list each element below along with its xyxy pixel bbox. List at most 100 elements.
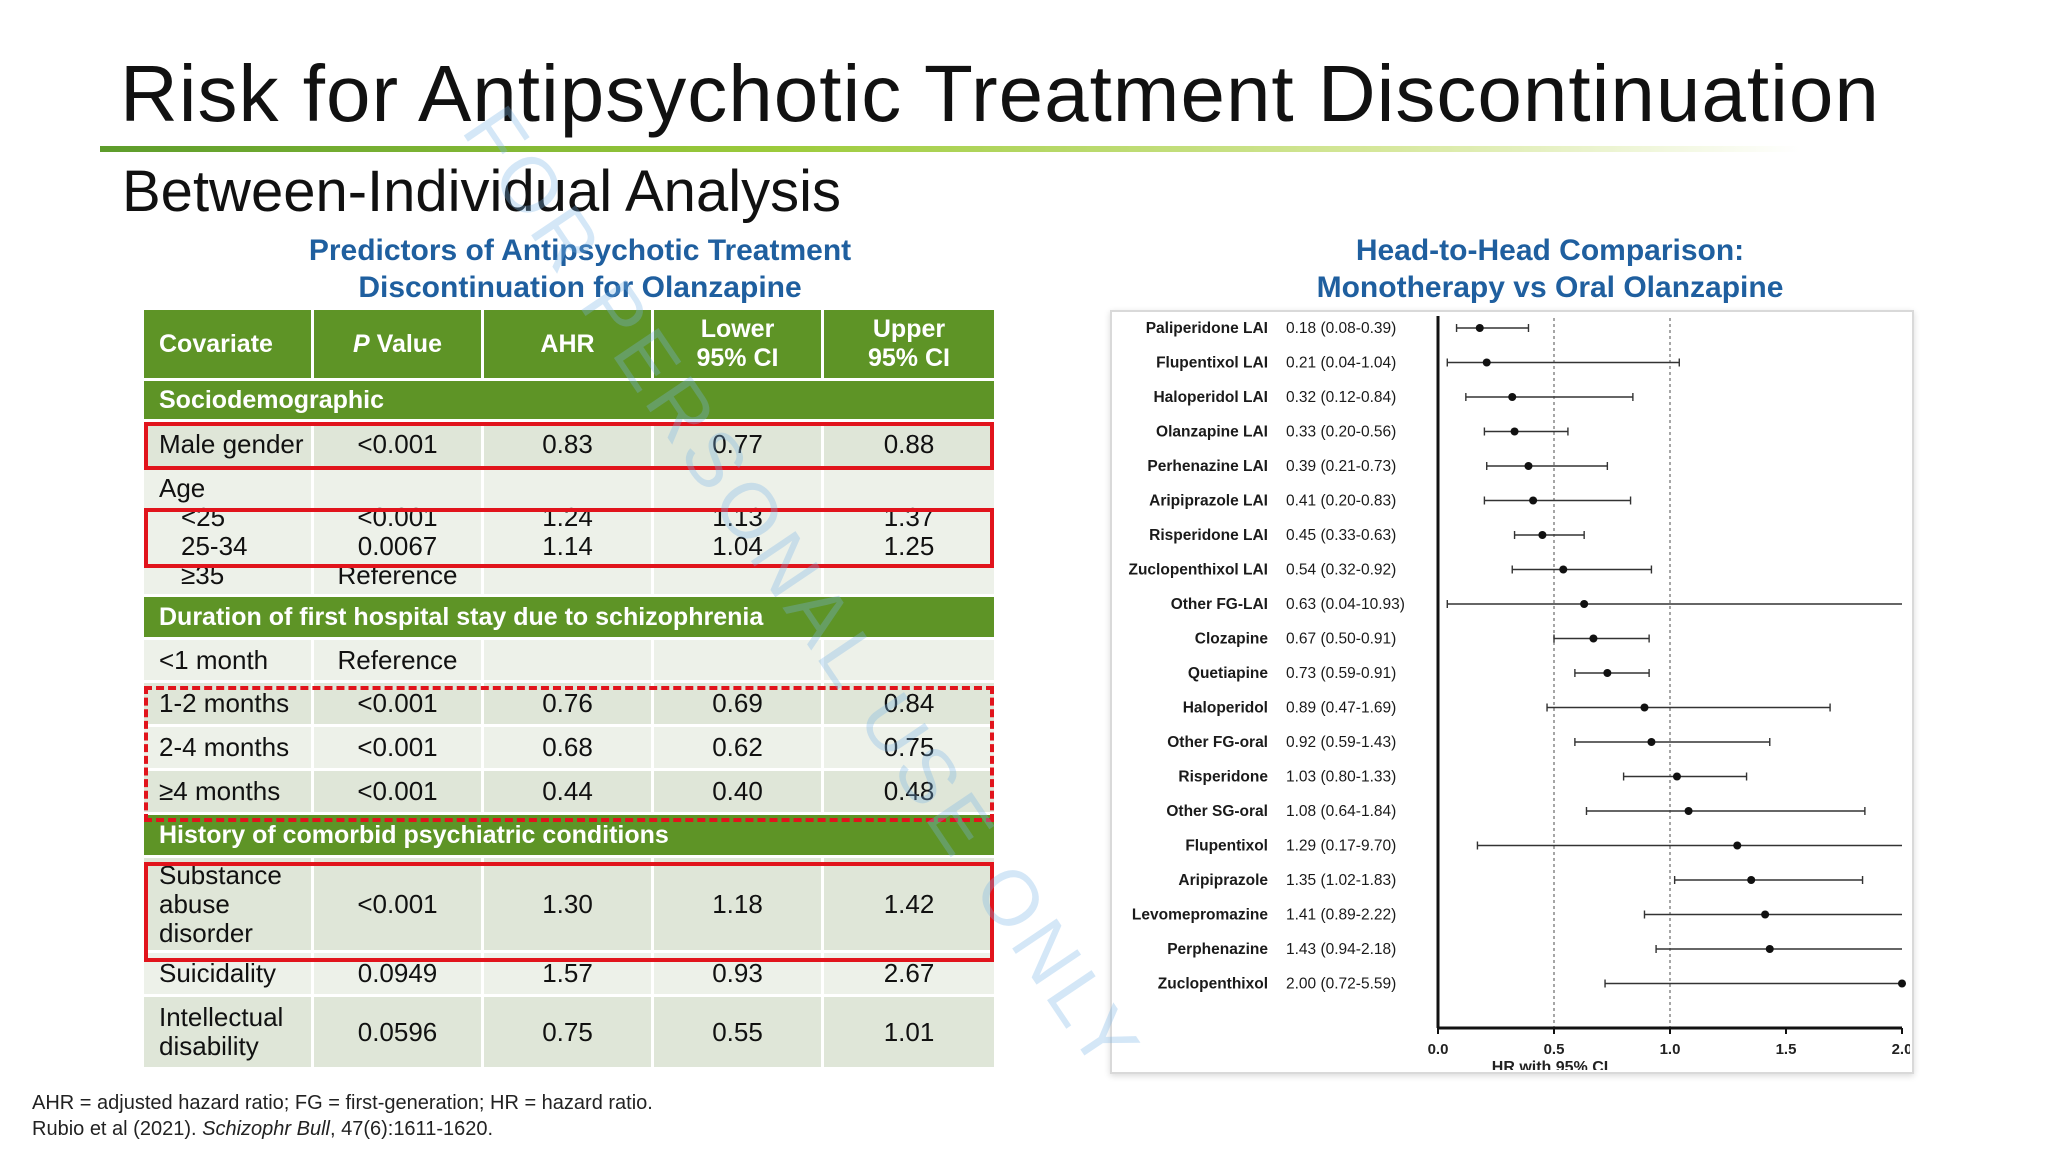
header-lower-line2: 95% CI <box>696 344 779 372</box>
age-upper-1: 1.37 <box>883 501 935 532</box>
cell-covariate: Male gender <box>144 422 314 466</box>
highlight-substance <box>144 862 994 962</box>
table-title: Predictors of Antipsychotic Treatment Di… <box>200 232 960 306</box>
cell-ahr: 0.44 <box>484 771 654 812</box>
x-tick-label: 0.0 <box>1428 1041 1449 1058</box>
cell-ahr: 0.75 <box>484 997 654 1067</box>
row-label: Olanzapine LAI <box>1156 424 1268 441</box>
cell-lower-ci: 0.40 <box>654 771 824 812</box>
row-estimate-text: 0.67 (0.50-0.91) <box>1286 631 1396 648</box>
row-label: Zuclopenthixol LAI <box>1129 562 1269 579</box>
age-lower-1: 1.13 <box>712 501 763 532</box>
table-row-dur-2: 2-4 months <0.001 0.68 0.62 0.75 <box>144 727 994 768</box>
point-estimate <box>1672 772 1681 781</box>
row-estimate-text: 0.21 (0.04-1.04) <box>1286 355 1396 372</box>
cell-upper-ci: 1.01 <box>824 997 994 1067</box>
cell-lower-ci <box>654 640 824 680</box>
row-label: Levomepromazine <box>1132 907 1268 924</box>
header-p-rest: Value <box>369 329 442 358</box>
point-estimate <box>1529 496 1538 505</box>
cell-covariate: Substance abuse disorder <box>144 858 314 950</box>
row-estimate-text: 0.33 (0.20-0.56) <box>1286 424 1396 441</box>
point-estimate <box>1482 358 1491 367</box>
cell-ahr: 0.83 <box>484 422 654 466</box>
cell-upper-ci: 0.88 <box>824 422 994 466</box>
cell-ahr: 0.68 <box>484 727 654 768</box>
row-estimate-text: 1.08 (0.64-1.84) <box>1286 803 1396 820</box>
row-estimate-text: 0.41 (0.20-0.83) <box>1286 493 1396 510</box>
intellectual-line1: Intellectual <box>159 1002 284 1032</box>
age-group-1: <25 <box>181 501 226 532</box>
cell-ahr: 1.30 <box>484 858 654 950</box>
point-estimate <box>1538 531 1547 539</box>
header-lower-ci: Lower 95% CI <box>654 310 824 378</box>
x-tick-label: 1.5 <box>1776 1041 1797 1058</box>
cell-covariate: <1 month <box>144 640 314 680</box>
cell-covariate: Intellectual disability <box>144 997 314 1067</box>
cell-lower-ci: 0.77 <box>654 422 824 466</box>
row-estimate-text: 0.18 (0.08-0.39) <box>1286 320 1396 337</box>
title-underline <box>100 146 1800 152</box>
row-label: Aripiprazole <box>1178 872 1268 889</box>
cell-upper-ci: 1.37 1.25 <box>824 469 994 594</box>
point-estimate <box>1508 393 1517 401</box>
footnote-abbreviations: AHR = adjusted hazard ratio; FG = first-… <box>32 1092 653 1114</box>
point-estimate <box>1580 600 1589 608</box>
row-label: Flupentixol LAI <box>1156 355 1268 372</box>
row-label: Paliperidone LAI <box>1146 320 1268 337</box>
highlight-duration-rows <box>144 686 994 822</box>
forest-plot: 0.0 0.5 1.0 1.5 2.0 HR with 95% CI Paliperidon… <box>1129 316 1910 1070</box>
cell-upper-ci <box>824 640 994 680</box>
point-estimate <box>1733 841 1742 850</box>
row-estimate-text: 0.73 (0.59-0.91) <box>1286 665 1396 682</box>
table-header-row: Covariate P Value AHR Lower 95% CI Upper 9… <box>144 310 994 378</box>
row-label: Risperidone <box>1178 769 1268 786</box>
row-estimate-text: 0.54 (0.32-0.92) <box>1286 562 1396 579</box>
highlight-male-gender <box>144 422 994 470</box>
header-upper-line2: 95% CI <box>868 344 950 372</box>
point-estimate <box>1524 462 1533 470</box>
row-label: Perphenazine <box>1167 941 1268 958</box>
table-row-dur-3: ≥4 months <0.001 0.44 0.40 0.48 <box>144 771 994 812</box>
section-sociodemographic: Sociodemographic <box>144 381 994 419</box>
highlight-age-groups <box>144 508 994 568</box>
row-estimate-text: 2.00 (0.72-5.59) <box>1286 976 1396 993</box>
point-estimate <box>1747 876 1756 884</box>
row-estimate-text: 0.32 (0.12-0.84) <box>1286 389 1396 406</box>
row-label: Other SG-oral <box>1166 803 1268 820</box>
age-ahr-2: 1.14 <box>542 530 593 561</box>
substance-line2: abuse <box>159 888 230 919</box>
point-estimate <box>1475 324 1484 332</box>
point-estimate <box>1559 565 1568 574</box>
footnote: AHR = adjusted hazard ratio; FG = first-… <box>32 1090 653 1142</box>
row-label: Aripiprazole LAI <box>1149 493 1268 510</box>
row-estimate-text: 0.89 (0.47-1.69) <box>1286 700 1396 717</box>
row-label: Risperidone LAI <box>1149 527 1268 544</box>
chart-title: Head-to-Head Comparison: Monotherapy vs … <box>1220 232 1880 306</box>
point-estimate <box>1684 807 1693 815</box>
cell-lower-ci: 1.18 <box>654 858 824 950</box>
row-label: Haloperidol <box>1183 700 1268 717</box>
header-ahr: AHR <box>484 310 654 378</box>
forest-plot-frame <box>1110 310 1914 1074</box>
point-estimate <box>1603 669 1612 677</box>
age-p-2: 0.0067 <box>357 530 438 561</box>
table-row-substance: Substance abuse disorder <0.001 1.30 1.1… <box>144 858 994 950</box>
row-label: Flupentixol <box>1185 838 1268 855</box>
point-estimate <box>1761 910 1770 919</box>
row-label: Perhenazine LAI <box>1147 458 1268 475</box>
point-estimate <box>1640 703 1649 712</box>
row-label: Clozapine <box>1195 631 1269 648</box>
point-estimate <box>1765 945 1774 953</box>
footnote-ref-journal: Schizophr Bull <box>202 1118 330 1140</box>
section-duration: Duration of first hospital stay due to s… <box>144 597 994 637</box>
header-p-value: P Value <box>314 310 484 378</box>
table-row-dur-0: <1 month Reference <box>144 640 994 680</box>
cell-ahr <box>484 640 654 680</box>
cell-lower-ci: 0.62 <box>654 727 824 768</box>
header-covariate: Covariate <box>144 310 314 378</box>
row-estimate-text: 1.29 (0.17-9.70) <box>1286 838 1396 855</box>
row-estimate-text: 0.63 (0.04-10.93) <box>1286 596 1405 613</box>
cell-p-value: <0.001 <box>314 771 484 812</box>
forest-plot-marks: 0.0 0.5 1.0 1.5 2.0 HR with 95% CI Paliperidon… <box>1129 316 1910 1070</box>
